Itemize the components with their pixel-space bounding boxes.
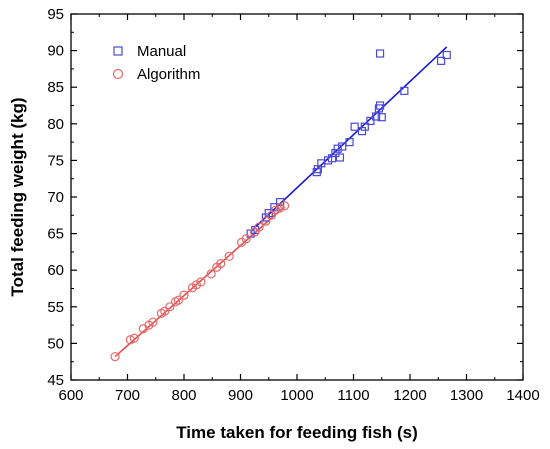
legend-label-algorithm: Algorithm (137, 66, 200, 83)
manual-point (350, 122, 359, 131)
x-tick-label: 1200 (393, 387, 426, 404)
algorithm-point (254, 222, 264, 232)
legend-marker-algorithm (112, 68, 124, 80)
manual-point (360, 122, 369, 131)
legend-label-manual: Manual (137, 43, 186, 60)
x-tick-label: 800 (171, 387, 196, 404)
algorithm-point (125, 335, 135, 345)
manual-point (335, 153, 345, 162)
algorithm-point (241, 234, 251, 244)
x-axis-title: Time taken for feeding fish (s) (176, 423, 418, 442)
y-tick-label: 50 (47, 335, 64, 352)
manual-point (333, 144, 342, 153)
manual-point (400, 86, 409, 95)
manual-point (375, 101, 385, 110)
algorithm-point (196, 277, 206, 287)
algorithm-point (275, 203, 285, 213)
legend-marker-manual (113, 46, 123, 56)
manual-point (345, 138, 354, 147)
y-tick-label: 45 (47, 372, 64, 389)
y-tick-label: 65 (47, 226, 64, 243)
manual-point (357, 127, 367, 136)
manual-point (366, 116, 375, 125)
algorithm-point (165, 302, 175, 312)
y-tick-label: 90 (47, 43, 64, 60)
y-tick-label: 55 (47, 299, 64, 316)
manual-point (261, 213, 271, 222)
x-tick-label: 1300 (450, 387, 483, 404)
x-tick-label: 900 (228, 387, 253, 404)
x-tick-label: 1400 (506, 387, 539, 404)
algorithm-point (279, 201, 290, 211)
y-tick-label: 80 (47, 116, 64, 133)
fit-lines (114, 46, 448, 358)
x-tick-label: 600 (58, 387, 83, 404)
algorithm-point (179, 290, 189, 300)
manual-point (331, 148, 340, 158)
algorithm-point (129, 333, 139, 343)
algorithm-point (216, 259, 226, 269)
algorithm-point (250, 227, 260, 237)
algorithm-point (110, 351, 120, 362)
y-axis-title: Total feeding weight (kg) (8, 98, 27, 297)
x-tick-label: 700 (115, 387, 140, 404)
manual-point (377, 113, 386, 122)
algorithm-point (270, 205, 281, 215)
manual-point (442, 50, 451, 60)
y-tick-label: 60 (47, 262, 64, 279)
y-tick-label: 95 (47, 6, 64, 23)
algorithm-point (224, 251, 234, 261)
y-tick-label: 70 (47, 189, 64, 206)
algorithm-fit-line (114, 205, 286, 358)
algorithm-point (206, 269, 216, 279)
x-tick-label: 1100 (337, 387, 369, 404)
manual-point (372, 112, 381, 121)
manual-point (436, 56, 446, 65)
legend: Manual Algorithm (112, 43, 200, 83)
algorithm-point (191, 280, 202, 290)
axis-ticks: 600 700 800 900 1000 1100 1200 1300 1400 45 50 55 60… (47, 6, 539, 404)
data-points (110, 49, 451, 362)
algorithm-point (261, 216, 271, 226)
manual-point (338, 142, 347, 151)
x-tick-label: 1000 (280, 387, 313, 404)
y-tick-label: 85 (47, 79, 64, 96)
manual-point (375, 49, 385, 58)
y-tick-label: 75 (47, 152, 64, 169)
algorithm-point (173, 295, 183, 305)
algorithm-point (148, 317, 158, 327)
